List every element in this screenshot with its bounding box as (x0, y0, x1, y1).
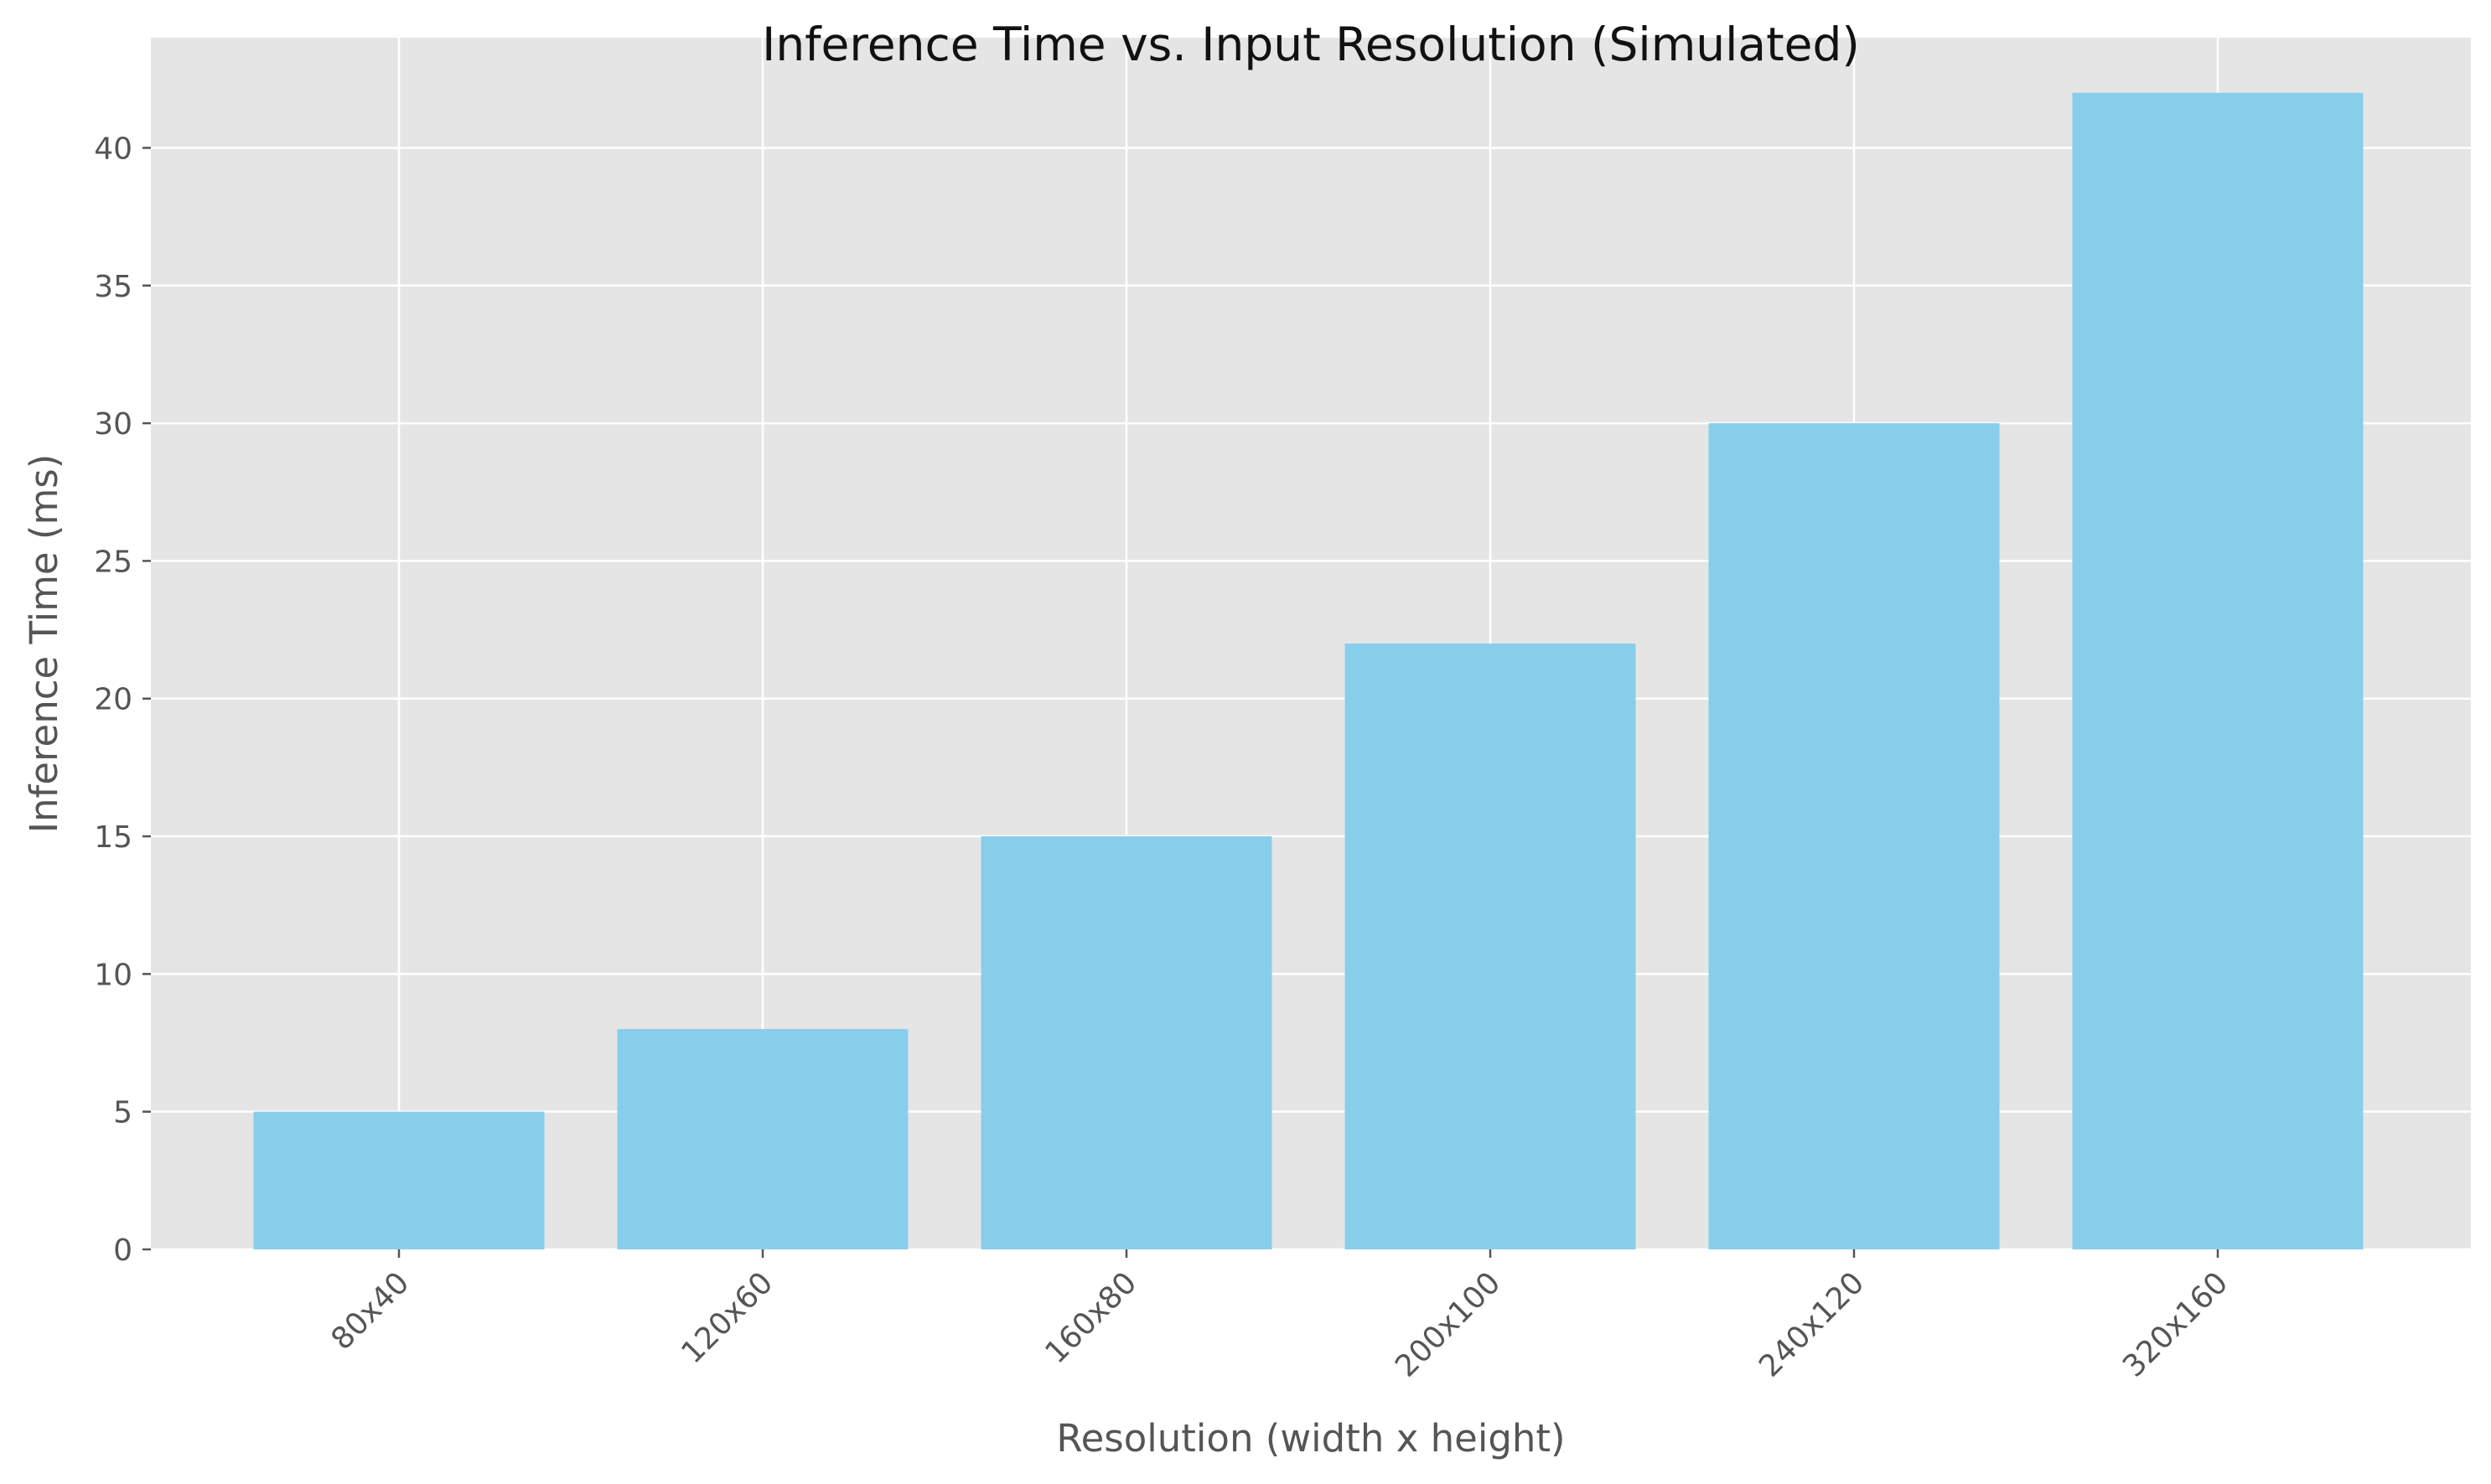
x-tick-label: 120x60 (675, 1265, 779, 1370)
y-tick-label: 0 (113, 1233, 132, 1268)
chart-title: Inference Time vs. Input Resolution (Sim… (762, 18, 1860, 71)
y-tick-label: 25 (94, 545, 132, 579)
x-tick-label: 80x40 (325, 1265, 417, 1357)
bar-320x160 (2072, 92, 2364, 1249)
bars (253, 92, 2364, 1249)
x-axis-label: Resolution (width x height) (1056, 1416, 1565, 1461)
y-tick-label: 35 (94, 270, 132, 304)
bar-240x120 (1708, 423, 2000, 1249)
y-tick-label: 10 (94, 958, 132, 992)
y-tick-label: 40 (94, 132, 132, 166)
bar-120x60 (617, 1029, 909, 1249)
x-tick-label: 320x160 (2116, 1265, 2235, 1383)
bar-200x100 (1344, 644, 1636, 1249)
x-tick-label: 160x80 (1038, 1265, 1143, 1370)
bar-80x40 (253, 1111, 545, 1249)
y-axis-label: Inference Time (ms) (22, 454, 66, 834)
y-tick-label: 30 (94, 407, 132, 442)
y-tick-label: 5 (113, 1096, 132, 1130)
x-tick-label: 240x120 (1753, 1265, 1871, 1383)
y-tick-label: 20 (94, 683, 132, 717)
bar-160x80 (981, 836, 1272, 1249)
y-axis-ticks: 0 5 10 15 20 25 30 35 40 (94, 132, 151, 1268)
x-axis-ticks: 80x40 120x60 160x80 200x100 240x120 320x160 (325, 1249, 2235, 1384)
y-tick-label: 15 (94, 820, 132, 855)
x-tick-label: 200x100 (1389, 1265, 1507, 1383)
